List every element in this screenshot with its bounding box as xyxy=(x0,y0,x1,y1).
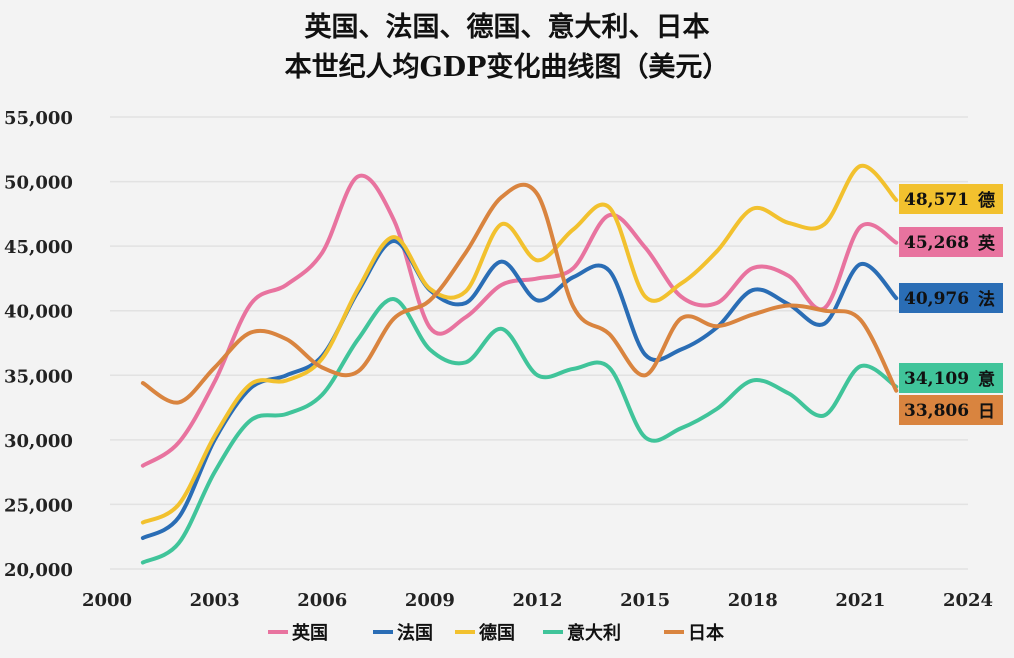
end-label-box xyxy=(899,363,1003,393)
legend-item: 法国 xyxy=(373,622,433,644)
x-tick-label: 2021 xyxy=(835,590,885,611)
legend-item: 英国 xyxy=(268,622,328,644)
end-label-box xyxy=(899,227,1003,257)
x-tick-label: 2018 xyxy=(728,590,778,611)
series-line-2 xyxy=(140,164,899,525)
legend-item: 德国 xyxy=(455,622,515,644)
legend-item: 意大利 xyxy=(543,622,621,644)
end-labels: 45,268 英 40,976 法 48,571 德 34,109 意 33,806 日 xyxy=(899,184,1003,425)
y-tick-label: 50,000 xyxy=(4,173,73,194)
legend-label: 法国 xyxy=(397,622,433,644)
x-tick-label: 2015 xyxy=(620,590,670,611)
end-label-country: 日 xyxy=(978,402,995,422)
y-tick-label: 55,000 xyxy=(4,108,73,129)
x-axis-ticks: 2000 2003 2006 2009 2012 2015 2018 2021 2024 xyxy=(82,590,993,611)
y-tick-label: 45,000 xyxy=(4,237,73,258)
title-line-1: 英国、法国、德国、意大利、日本 xyxy=(304,12,710,43)
end-label-country: 法 xyxy=(978,289,995,310)
end-label-value: 33,806 xyxy=(904,401,969,421)
legend-label: 意大利 xyxy=(567,622,621,644)
end-label-box xyxy=(899,184,1003,214)
x-tick-label: 2024 xyxy=(943,590,993,611)
legend-item: 日本 xyxy=(664,622,724,644)
end-label: 45,268 英 xyxy=(899,227,1003,257)
y-axis-ticks: 20,000 25,000 30,000 35,000 40,000 45,000 50,0… xyxy=(4,108,73,581)
series-line-0 xyxy=(140,173,899,468)
series-line-3 xyxy=(140,297,899,565)
legend-label: 德国 xyxy=(479,622,515,644)
end-label: 33,806 日 xyxy=(899,395,1003,425)
end-label-value: 48,571 xyxy=(904,190,969,210)
end-label-value: 40,976 xyxy=(904,289,969,309)
end-label: 48,571 德 xyxy=(899,184,1003,214)
legend-label: 英国 xyxy=(291,622,328,644)
chart-title: 英国、法国、德国、意大利、日本 本世纪人均GDP变化曲线图（美元） xyxy=(0,8,1014,88)
x-tick-label: 2000 xyxy=(82,590,132,611)
x-tick-label: 2012 xyxy=(512,590,562,611)
x-tick-label: 2006 xyxy=(297,590,347,611)
gridlines xyxy=(110,116,968,570)
x-tick-label: 2003 xyxy=(190,590,240,611)
end-label-country: 英 xyxy=(978,233,996,254)
end-label-value: 34,109 xyxy=(904,369,969,389)
title-line-2: 本世纪人均GDP变化曲线图（美元） xyxy=(284,52,730,83)
end-label-country: 德 xyxy=(978,190,995,211)
end-label-box xyxy=(899,283,1003,313)
legend-label: 日本 xyxy=(688,622,724,644)
series-lines xyxy=(140,164,899,565)
end-label-box xyxy=(899,395,1003,425)
y-tick-label: 40,000 xyxy=(4,302,73,323)
end-label-country: 意 xyxy=(978,369,995,390)
legend: 英国 法国 德国 意大利 日本 xyxy=(268,622,724,644)
y-tick-label: 30,000 xyxy=(4,431,73,452)
series-line-4 xyxy=(140,182,899,405)
y-tick-label: 20,000 xyxy=(4,560,73,581)
y-tick-label: 25,000 xyxy=(4,495,73,516)
end-label: 34,109 意 xyxy=(899,363,1003,393)
end-label: 40,976 法 xyxy=(899,283,1003,313)
y-tick-label: 35,000 xyxy=(4,366,73,387)
end-label-value: 45,268 xyxy=(904,233,969,253)
x-tick-label: 2009 xyxy=(405,590,455,611)
